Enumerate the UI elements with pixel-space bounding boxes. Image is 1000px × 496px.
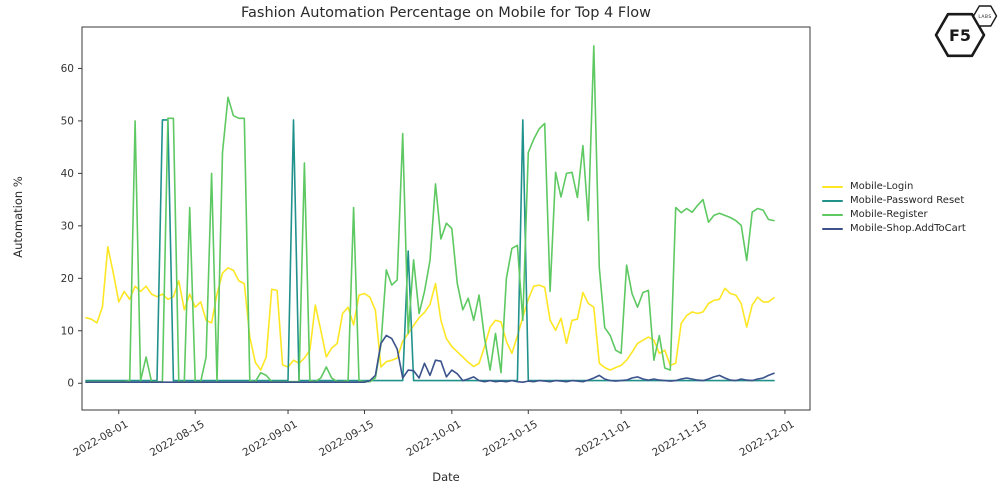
series-line-mobile-login — [85, 246, 775, 371]
logo-hexagon — [934, 12, 986, 58]
legend-line-swatch — [822, 213, 843, 216]
legend-label: Mobile-Register — [850, 209, 928, 220]
x-tick-label: 2022-08-15 — [148, 418, 207, 459]
legend-item-mobile-login: Mobile-Login — [822, 181, 966, 192]
legend-line-swatch — [822, 227, 843, 230]
y-tick-label: 20 — [61, 273, 74, 285]
x-tick-label: 2022-09-01 — [241, 418, 300, 459]
legend-item-mobile-register: Mobile-Register — [822, 209, 966, 220]
series-line-mobile-register — [85, 45, 775, 383]
x-tick-label: 2022-10-01 — [404, 418, 463, 459]
legend: Mobile-Login Mobile-Password Reset Mobil… — [822, 181, 966, 234]
y-axis-label: Automation % — [11, 176, 25, 258]
legend-item-mobile-password-reset: Mobile-Password Reset — [822, 195, 966, 206]
series-line-mobile-shop-addtocart — [85, 334, 775, 384]
y-tick-label: 10 — [61, 325, 74, 337]
logo-labs-hexagon — [972, 5, 998, 27]
legend-label: Mobile-Shop.AddToCart — [850, 223, 966, 234]
x-tick-label: 2022-12-01 — [738, 418, 797, 459]
y-tick-label: 50 — [61, 115, 74, 127]
legend-item-mobile-shop-addtocart: Mobile-Shop.AddToCart — [822, 223, 966, 234]
legend-label: Mobile-Password Reset — [850, 195, 965, 206]
x-tick-label: 2022-09-15 — [317, 418, 376, 459]
legend-label: Mobile-Login — [850, 181, 914, 192]
x-tick-label: 2022-10-15 — [481, 418, 540, 459]
logo-f5-text: F5 — [949, 26, 971, 45]
chart-title: Fashion Automation Percentage on Mobile … — [241, 5, 651, 21]
f5-labs-logo: F5 LABS — [934, 5, 998, 58]
y-tick-label: 30 — [61, 220, 74, 232]
plot-border — [81, 26, 811, 411]
y-tick-label: 40 — [61, 168, 74, 180]
y-tick-label: 0 — [67, 378, 74, 390]
x-tick-label: 2022-11-01 — [574, 418, 633, 459]
x-tick-label: 2022-08-01 — [71, 418, 130, 459]
x-axis-label: Date — [432, 470, 460, 484]
logo-labs-text: LABS — [978, 14, 991, 20]
legend-line-swatch — [822, 185, 843, 188]
legend-line-swatch — [822, 199, 843, 202]
x-tick-label: 2022-11-15 — [650, 418, 709, 459]
y-tick-label: 60 — [61, 63, 74, 75]
